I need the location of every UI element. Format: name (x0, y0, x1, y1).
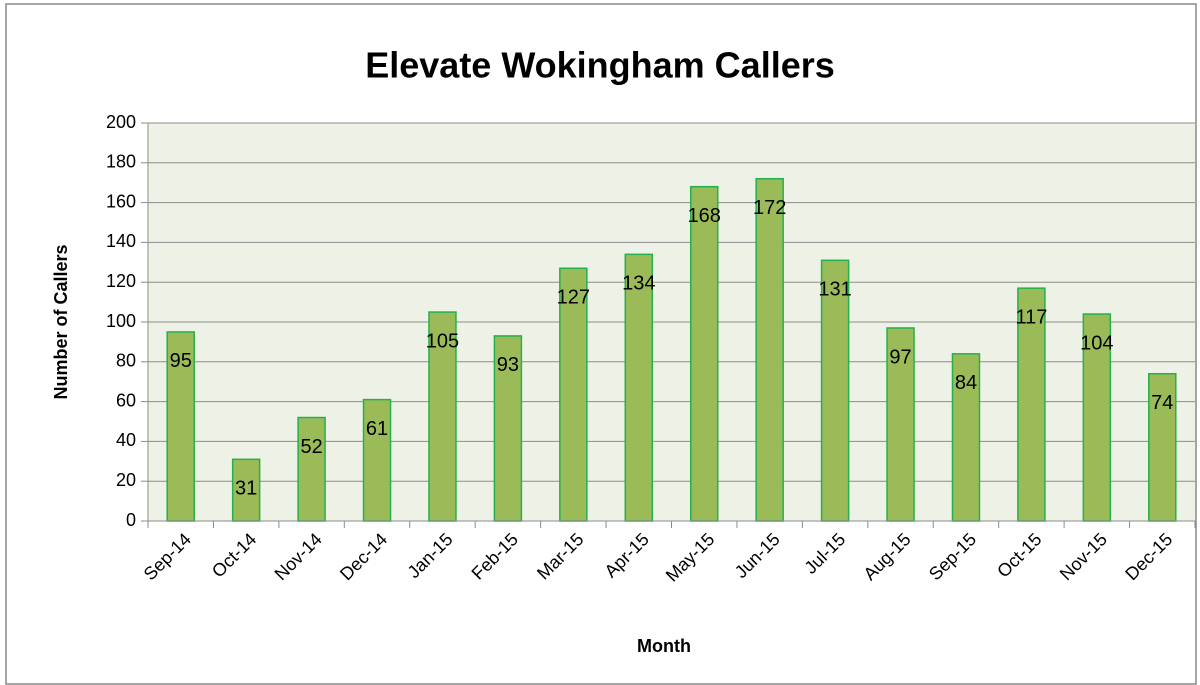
bar (886, 327, 915, 522)
bar (1082, 313, 1112, 522)
data-label: 97 (889, 346, 911, 368)
data-label: 104 (1080, 332, 1113, 354)
data-label: 134 (622, 273, 655, 295)
bar (231, 458, 261, 522)
data-label: 117 (1015, 306, 1047, 328)
y-axis-title: Number of Callers (51, 244, 71, 399)
y-tick-label: 180 (106, 152, 136, 172)
bar (297, 416, 326, 522)
bar (559, 267, 588, 522)
y-tick-label: 60 (116, 390, 136, 410)
bar (689, 185, 719, 522)
data-label: 105 (426, 330, 459, 352)
y-tick-label: 140 (106, 231, 136, 251)
bar (428, 311, 457, 522)
bar (493, 335, 523, 522)
data-label: 74 (1151, 392, 1173, 414)
data-label: 84 (955, 372, 977, 394)
bar (755, 177, 784, 522)
bar (166, 331, 195, 522)
bar (1017, 287, 1046, 522)
y-tick-label: 80 (116, 351, 136, 371)
y-tick-label: 100 (106, 311, 136, 331)
y-tick-label: 40 (116, 430, 136, 450)
data-label: 95 (170, 350, 192, 372)
bar (362, 398, 392, 522)
data-label: 61 (366, 418, 388, 440)
data-label: 31 (235, 478, 257, 500)
y-tick-label: 200 (106, 112, 136, 132)
data-label: 52 (300, 436, 322, 458)
data-label: 131 (818, 279, 851, 301)
chart-title: Elevate Wokingham Callers (365, 45, 835, 86)
x-axis-title: Month (637, 636, 691, 656)
bar (820, 259, 850, 522)
y-tick-label: 0 (126, 510, 136, 530)
data-label: 127 (557, 287, 590, 309)
data-label: 172 (753, 197, 786, 219)
y-tick-label: 160 (106, 191, 136, 211)
bar (624, 253, 654, 522)
y-tick-label: 120 (106, 271, 136, 291)
data-label: 93 (497, 354, 519, 376)
y-tick-label: 20 (116, 470, 136, 490)
data-label: 168 (688, 205, 721, 227)
